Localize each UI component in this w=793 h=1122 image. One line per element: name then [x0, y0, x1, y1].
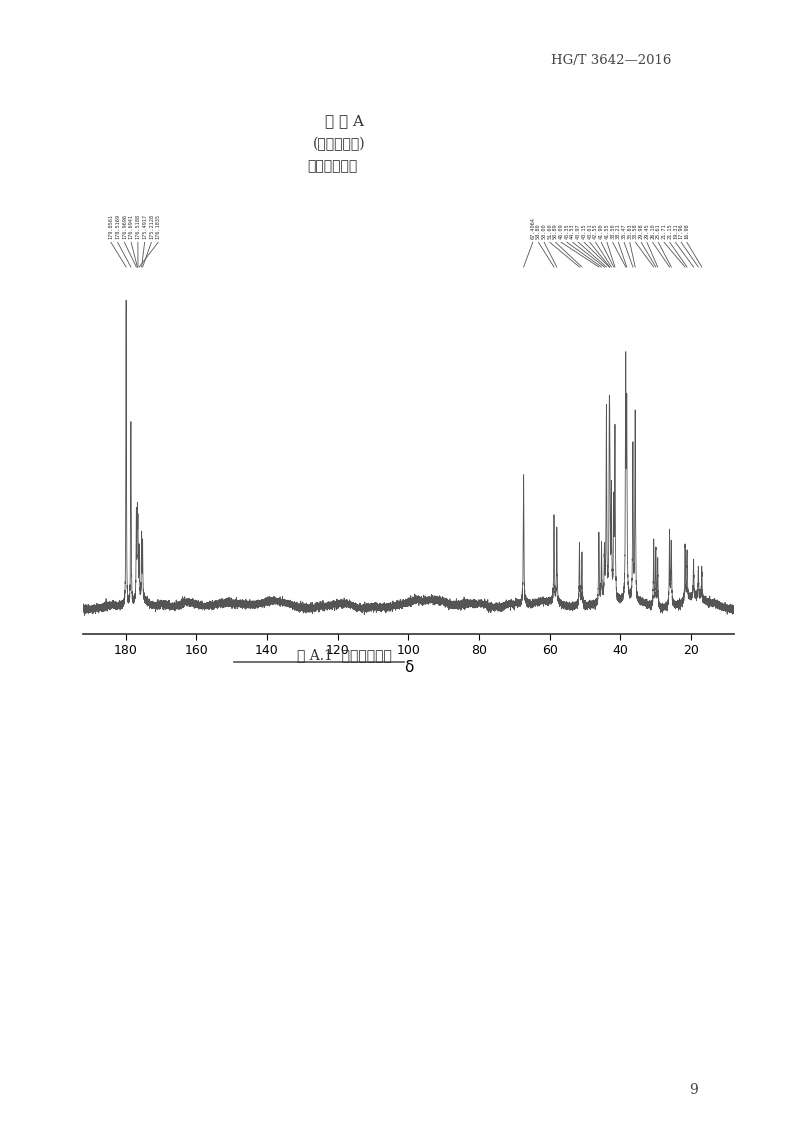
Text: 19.31: 19.31	[673, 223, 678, 239]
Text: 核磁共振谱图: 核磁共振谱图	[308, 159, 358, 173]
Text: 67.4064: 67.4064	[531, 218, 535, 239]
Text: 176.6941: 176.6941	[128, 214, 134, 239]
Text: 图 A.1  核磁共振谱图: 图 A.1 核磁共振谱图	[297, 649, 393, 662]
Text: 43.01: 43.01	[588, 223, 592, 239]
Text: 9: 9	[689, 1084, 699, 1097]
X-axis label: δ: δ	[404, 660, 413, 675]
Text: 175.2128: 175.2128	[149, 214, 154, 239]
Text: 50.89: 50.89	[553, 223, 558, 239]
Text: 16.98: 16.98	[684, 223, 689, 239]
Text: 30.58: 30.58	[633, 223, 638, 239]
Text: 21.15: 21.15	[667, 223, 672, 239]
Text: 176.1835: 176.1835	[155, 214, 161, 239]
Text: 44.53: 44.53	[570, 223, 575, 239]
Text: HG/T 3642—2016: HG/T 3642—2016	[551, 54, 672, 67]
Text: 29.45: 29.45	[645, 223, 649, 239]
Text: 58.80: 58.80	[536, 223, 541, 239]
Text: 43.97: 43.97	[576, 223, 581, 239]
Text: 41.90: 41.90	[599, 223, 603, 239]
Text: 41.55: 41.55	[604, 223, 610, 239]
Text: 附 录 A: 附 录 A	[325, 114, 364, 128]
Text: 46.09: 46.09	[559, 223, 564, 239]
Text: 51.60: 51.60	[547, 223, 553, 239]
Text: 179.8561: 179.8561	[109, 214, 113, 239]
Text: 43.15: 43.15	[581, 223, 587, 239]
Text: 35.83: 35.83	[627, 223, 632, 239]
Text: 176.9696: 176.9696	[122, 214, 127, 239]
Text: 17.96: 17.96	[679, 223, 684, 239]
Text: 175.4917: 175.4917	[142, 214, 147, 239]
Text: 58.00: 58.00	[542, 223, 546, 239]
Text: 21.71: 21.71	[661, 223, 667, 239]
Text: 29.98: 29.98	[638, 223, 644, 239]
Text: (资料性附录): (资料性附录)	[313, 137, 366, 151]
Text: 176.5188: 176.5188	[136, 214, 140, 239]
Text: 38.50: 38.50	[610, 223, 615, 239]
Text: 26.10: 26.10	[650, 223, 655, 239]
Text: 38.21: 38.21	[616, 223, 621, 239]
Text: 45.35: 45.35	[565, 223, 569, 239]
Text: 42.55: 42.55	[593, 223, 598, 239]
Text: 36.47: 36.47	[622, 223, 626, 239]
Text: 178.5169: 178.5169	[115, 214, 121, 239]
Text: 25.61: 25.61	[656, 223, 661, 239]
